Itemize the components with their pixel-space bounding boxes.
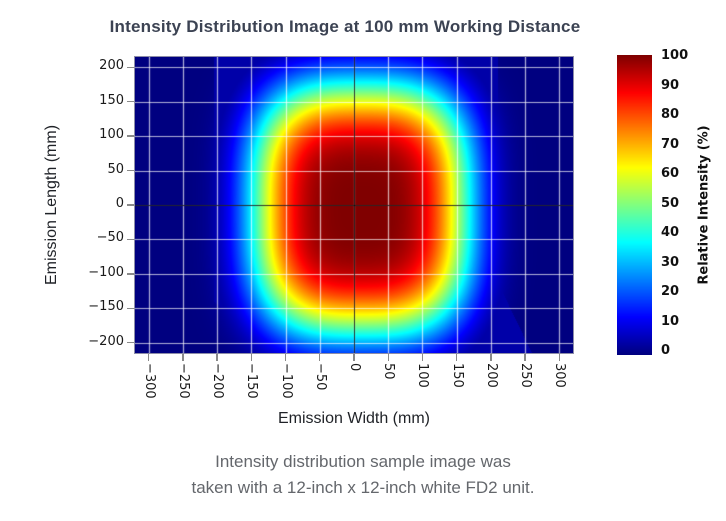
x-tick-label: −150 (244, 363, 260, 399)
y-tick-mark (127, 204, 134, 206)
x-tick-mark (250, 354, 253, 361)
x-tick-mark (353, 354, 355, 361)
colorbar-tick-label: 90 (661, 77, 680, 93)
caption-line-2: taken with a 12-inch x 12-inch white FD2… (191, 478, 535, 498)
caption-line-1: Intensity distribution sample image was (215, 452, 511, 471)
colorbar-tick-label: 50 (661, 195, 680, 211)
y-tick-mark (127, 238, 134, 241)
caption: Intensity distribution sample image was … (0, 449, 726, 502)
colorbar-label: Relative Intensity (%) (696, 125, 712, 285)
y-tick-mark (127, 101, 134, 103)
heatmap-canvas (135, 57, 573, 353)
x-tick-label: 50 (381, 363, 397, 380)
x-tick-label: 100 (415, 363, 431, 388)
y-tick-mark (127, 135, 134, 137)
x-tick-label: 250 (518, 363, 534, 388)
y-tick-label: 200 (99, 58, 124, 74)
y-tick-label: −200 (88, 333, 124, 349)
x-tick-mark (182, 354, 184, 361)
x-axis-label: Emission Width (mm) (277, 410, 430, 427)
x-tick-label: 200 (483, 363, 499, 388)
colorbar-tick-label: 10 (661, 313, 680, 329)
colorbar-tick-label: 60 (661, 166, 680, 181)
y-tick-label: −100 (88, 264, 124, 280)
x-tick-mark (216, 354, 218, 361)
x-tick-label: −50 (312, 363, 328, 391)
y-tick-mark (127, 66, 134, 69)
x-tick-label: 150 (449, 363, 465, 388)
colorbar-tick-label: 80 (661, 107, 680, 122)
y-tick-label: 150 (99, 92, 124, 108)
y-tick-label: −50 (96, 230, 124, 246)
colorbar-tick-label: 20 (661, 284, 680, 299)
colorbar-tick-label: 30 (661, 254, 680, 270)
x-tick-mark (284, 354, 287, 361)
x-tick-mark (387, 354, 389, 361)
x-tick-label: −200 (210, 363, 226, 399)
heatmap-plot (134, 56, 574, 354)
x-tick-label: −100 (278, 363, 294, 399)
y-tick-label: 50 (107, 161, 124, 177)
colorbar-tick-label: 0 (661, 343, 671, 358)
y-tick-mark (127, 341, 134, 344)
colorbar-tick-label: 100 (661, 48, 689, 63)
y-tick-mark (127, 169, 134, 172)
colorbar-tick-label: 40 (661, 225, 680, 240)
y-tick-label: 0 (115, 196, 124, 211)
x-tick-label: −300 (141, 363, 157, 399)
x-tick-mark (455, 354, 458, 361)
x-tick-mark (421, 354, 424, 361)
x-tick-mark (319, 354, 321, 361)
y-tick-mark (127, 307, 134, 309)
x-tick-mark (558, 354, 560, 361)
x-tick-mark (147, 354, 150, 361)
x-tick-label: 0 (347, 363, 362, 372)
y-tick-mark (127, 273, 134, 275)
x-tick-label: 300 (552, 363, 568, 388)
y-tick-label: 100 (99, 127, 124, 143)
x-tick-mark (524, 354, 526, 361)
chart-title: Intensity Distribution Image at 100 mm W… (109, 17, 581, 36)
y-tick-label: −150 (88, 299, 124, 315)
colorbar (617, 55, 652, 355)
x-tick-mark (490, 354, 492, 361)
colorbar-tick-label: 70 (661, 136, 680, 152)
x-tick-label: −250 (175, 363, 191, 399)
